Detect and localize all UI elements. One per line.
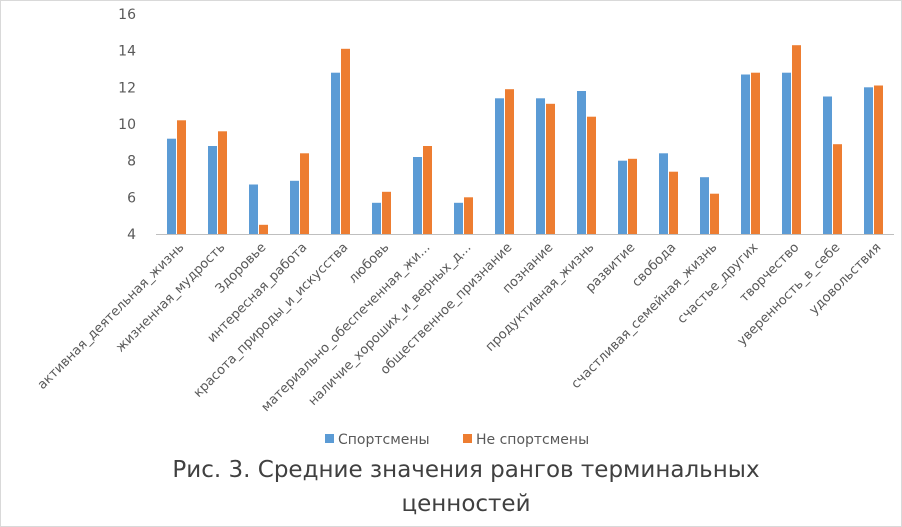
bar-sportsmen bbox=[167, 138, 176, 234]
bar-sportsmen bbox=[290, 180, 299, 234]
bar-sportsmen bbox=[618, 160, 627, 234]
bar-sportsmen bbox=[208, 146, 217, 234]
y-axis: 4 6 8 10 12 14 16 bbox=[118, 7, 136, 243]
y-tick-label: 14 bbox=[118, 44, 136, 60]
bar-non-sportsmen bbox=[300, 153, 309, 234]
y-tick-label: 8 bbox=[127, 154, 136, 170]
bar-non-sportsmen bbox=[628, 158, 637, 234]
legend-swatch bbox=[463, 434, 472, 443]
bar-sportsmen bbox=[659, 153, 668, 234]
y-tick-label: 6 bbox=[127, 190, 136, 206]
bar-sportsmen bbox=[700, 177, 709, 234]
bar-non-sportsmen bbox=[587, 116, 596, 234]
bar-sportsmen bbox=[454, 202, 463, 234]
bar-non-sportsmen bbox=[874, 85, 883, 234]
bar-sportsmen bbox=[413, 157, 422, 234]
bar-non-sportsmen bbox=[751, 72, 760, 234]
bar-non-sportsmen bbox=[710, 193, 719, 234]
bar-sportsmen bbox=[741, 74, 750, 234]
bar-non-sportsmen bbox=[546, 103, 555, 234]
bar-sportsmen bbox=[782, 72, 791, 234]
bar-non-sportsmen bbox=[218, 131, 227, 234]
bar-non-sportsmen bbox=[792, 45, 801, 235]
bar-non-sportsmen bbox=[259, 224, 268, 234]
x-axis-labels: активная_деятельная_жизньжизненная_мудро… bbox=[35, 240, 884, 415]
bar-sportsmen bbox=[249, 184, 258, 234]
y-tick-label: 12 bbox=[118, 80, 136, 96]
legend-swatch bbox=[325, 434, 334, 443]
caption-line-2: ценностей bbox=[401, 491, 531, 517]
bar-non-sportsmen bbox=[423, 146, 432, 234]
bar-sportsmen bbox=[864, 87, 873, 234]
legend: Спортсмены Не спортсмены bbox=[325, 432, 589, 448]
legend-label: Спортсмены bbox=[338, 432, 430, 448]
y-tick-label: 10 bbox=[118, 117, 136, 133]
bar-sportsmen bbox=[577, 91, 586, 234]
figure-caption: Рис. 3. Средние значения рангов терминал… bbox=[1, 453, 902, 521]
x-tick-label: счастливая_семейная_жизнь bbox=[569, 240, 721, 392]
bar-non-sportsmen bbox=[833, 144, 842, 234]
bar-sportsmen bbox=[536, 98, 545, 234]
bar-non-sportsmen bbox=[341, 48, 350, 234]
bar-non-sportsmen bbox=[382, 191, 391, 234]
bar-sportsmen bbox=[823, 96, 832, 234]
bar-sportsmen bbox=[495, 98, 504, 234]
caption-line-1: Рис. 3. Средние значения рангов терминал… bbox=[172, 457, 760, 483]
x-tick-label: активная_деятельная_жизнь bbox=[35, 240, 187, 392]
legend-label: Не спортсмены bbox=[476, 432, 589, 448]
y-tick-label: 4 bbox=[127, 227, 136, 243]
bar-sportsmen bbox=[372, 202, 381, 234]
bar-sportsmen bbox=[331, 72, 340, 234]
bar-non-sportsmen bbox=[177, 120, 186, 234]
bar-non-sportsmen bbox=[505, 89, 514, 234]
bar-non-sportsmen bbox=[669, 171, 678, 234]
bars bbox=[167, 45, 883, 235]
y-tick-label: 16 bbox=[118, 7, 136, 23]
bar-non-sportsmen bbox=[464, 197, 473, 234]
x-tick-label: удовольствия bbox=[807, 240, 885, 318]
